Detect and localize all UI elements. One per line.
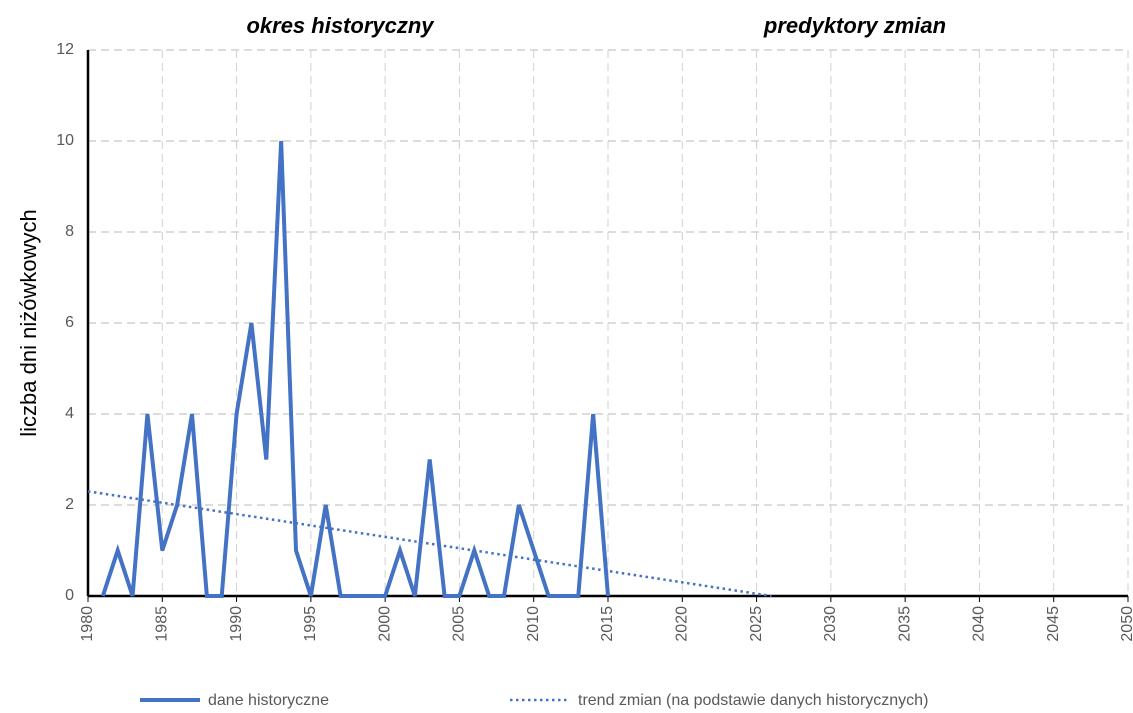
x-tick-label: 2010 — [525, 606, 542, 642]
y-tick-label: 12 — [56, 41, 74, 58]
annotation: predyktory zmian — [763, 13, 946, 38]
y-tick-label: 10 — [56, 132, 74, 149]
line — [87, 490, 772, 598]
x-tick-label: 2005 — [451, 606, 468, 642]
x-tick-label: 1980 — [79, 606, 96, 642]
y-tick-label: 4 — [65, 405, 74, 422]
y-tick-label: 6 — [65, 314, 74, 331]
x-tick-label: 2050 — [1119, 606, 1133, 642]
x-tick-label: 1990 — [228, 606, 245, 642]
x-tick-label: 2025 — [748, 606, 765, 642]
line — [100, 140, 610, 598]
x-tick-label: 2000 — [376, 606, 393, 642]
x-tick-label: 2020 — [674, 606, 691, 642]
y-tick-label: 2 — [65, 496, 74, 513]
x-tick-label: 1995 — [302, 606, 319, 642]
y-tick-label: 0 — [65, 587, 74, 604]
legend-label: trend zmian (na podstawie danych history… — [578, 692, 928, 709]
x-tick-label: 2035 — [896, 606, 913, 642]
x-tick-label: 2015 — [599, 606, 616, 642]
x-tick-label: 2040 — [971, 606, 988, 642]
x-tick-label: 2030 — [822, 606, 839, 642]
y-axis-label: liczba dni niżówkowych — [16, 209, 41, 436]
x-tick-label: 1985 — [154, 606, 171, 642]
y-tick-label: 8 — [65, 223, 74, 240]
x-tick-label: 2045 — [1045, 606, 1062, 642]
annotation: okres historyczny — [246, 13, 435, 38]
legend-label: dane historyczne — [208, 692, 329, 709]
